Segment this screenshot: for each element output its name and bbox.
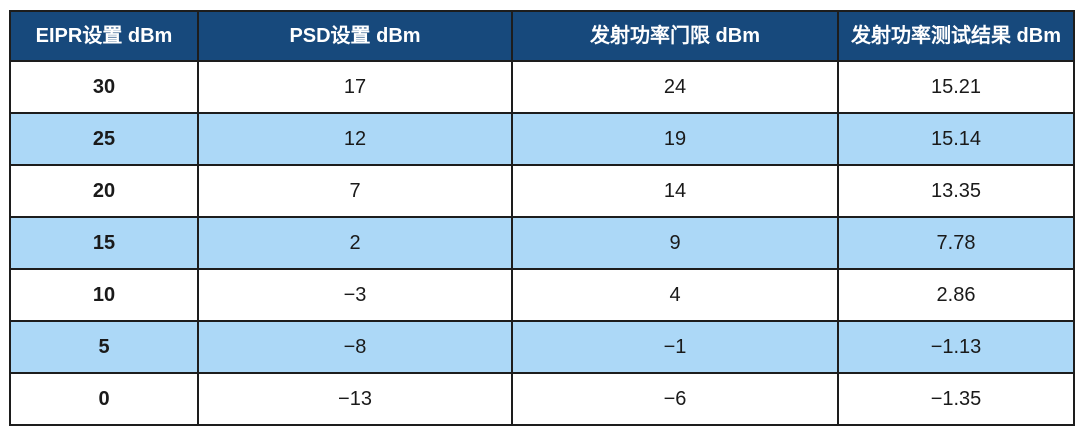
cell-eipr: 15 bbox=[9, 216, 199, 270]
cell-threshold: 14 bbox=[511, 164, 839, 218]
cell-threshold: 4 bbox=[511, 268, 839, 322]
cell-eipr: 25 bbox=[9, 112, 199, 166]
column-header-eipr-setting: EIPR设置 dBm bbox=[9, 10, 199, 62]
cell-threshold: −1 bbox=[511, 320, 839, 374]
table-row: 0 −13 −6 −1.35 bbox=[9, 372, 1075, 426]
cell-result: 15.21 bbox=[837, 60, 1075, 114]
column-header-tx-power-threshold: 发射功率门限 dBm bbox=[511, 10, 839, 62]
header-row: EIPR设置 dBm PSD设置 dBm 发射功率门限 dBm 发射功率测试结果… bbox=[9, 10, 1075, 62]
cell-psd: 2 bbox=[197, 216, 513, 270]
cell-psd: −8 bbox=[197, 320, 513, 374]
cell-eipr: 10 bbox=[9, 268, 199, 322]
column-header-psd-setting: PSD设置 dBm bbox=[197, 10, 513, 62]
table-row: 15 2 9 7.78 bbox=[9, 216, 1075, 270]
cell-eipr: 20 bbox=[9, 164, 199, 218]
table-row: 5 −8 −1 −1.13 bbox=[9, 320, 1075, 374]
cell-threshold: 24 bbox=[511, 60, 839, 114]
cell-psd: 12 bbox=[197, 112, 513, 166]
cell-psd: −13 bbox=[197, 372, 513, 426]
cell-threshold: 9 bbox=[511, 216, 839, 270]
cell-eipr: 30 bbox=[9, 60, 199, 114]
cell-result: 2.86 bbox=[837, 268, 1075, 322]
cell-result: −1.13 bbox=[837, 320, 1075, 374]
cell-threshold: −6 bbox=[511, 372, 839, 426]
cell-result: 15.14 bbox=[837, 112, 1075, 166]
cell-result: 13.35 bbox=[837, 164, 1075, 218]
table-row: 20 7 14 13.35 bbox=[9, 164, 1075, 218]
cell-psd: −3 bbox=[197, 268, 513, 322]
cell-psd: 17 bbox=[197, 60, 513, 114]
cell-result: −1.35 bbox=[837, 372, 1075, 426]
table-row: 25 12 19 15.14 bbox=[9, 112, 1075, 166]
column-header-tx-power-test-result: 发射功率测试结果 dBm bbox=[837, 10, 1075, 62]
cell-psd: 7 bbox=[197, 164, 513, 218]
power-test-results-table: EIPR设置 dBm PSD设置 dBm 发射功率门限 dBm 发射功率测试结果… bbox=[9, 10, 1075, 426]
table-row: 10 −3 4 2.86 bbox=[9, 268, 1075, 322]
table-row: 30 17 24 15.21 bbox=[9, 60, 1075, 114]
cell-threshold: 19 bbox=[511, 112, 839, 166]
cell-result: 7.78 bbox=[837, 216, 1075, 270]
cell-eipr: 0 bbox=[9, 372, 199, 426]
cell-eipr: 5 bbox=[9, 320, 199, 374]
power-test-table-container: EIPR设置 dBm PSD设置 dBm 发射功率门限 dBm 发射功率测试结果… bbox=[9, 10, 1075, 426]
